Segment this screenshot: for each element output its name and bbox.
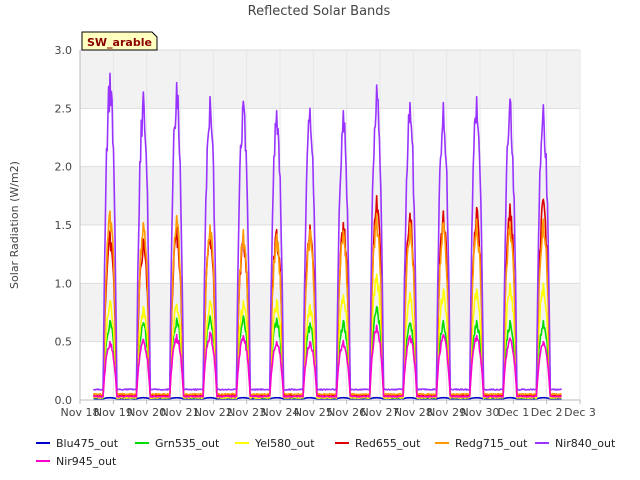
legend-label: Blu475_out bbox=[56, 437, 119, 450]
legend-label: Red655_out bbox=[355, 437, 421, 450]
x-tick-label: Nov 21 bbox=[161, 406, 200, 419]
y-tick-label: 1.5 bbox=[55, 219, 73, 232]
legend: Blu475_out Grn535_out Yel580_out Red655_out… bbox=[36, 437, 616, 468]
x-tick-label: Nov 18 bbox=[61, 406, 100, 419]
x-tick-label: Nov 30 bbox=[461, 406, 500, 419]
plot-band bbox=[80, 108, 580, 167]
plot-band bbox=[80, 283, 580, 342]
legend-label: Redg715_out bbox=[455, 437, 528, 450]
x-tick-label: Nov 25 bbox=[294, 406, 333, 419]
x-tick-label: Dec 1 bbox=[497, 406, 529, 419]
legend-label: Nir945_out bbox=[56, 455, 117, 468]
x-tick-label: Nov 22 bbox=[194, 406, 233, 419]
badge-box bbox=[81, 31, 158, 51]
y-tick-label: 0.0 bbox=[55, 394, 73, 407]
x-tick-label: Dec 2 bbox=[531, 406, 563, 419]
x-tick-label: Nov 24 bbox=[261, 406, 300, 419]
x-tick-label: Nov 26 bbox=[327, 406, 366, 419]
y-tick-label: 3.0 bbox=[55, 44, 73, 57]
plot-band bbox=[80, 166, 580, 225]
x-tick-label: Nov 28 bbox=[394, 406, 433, 419]
y-tick-label: 1.0 bbox=[55, 277, 73, 290]
x-tick-label: Nov 19 bbox=[94, 406, 133, 419]
series-line-nir840-out bbox=[92, 72, 563, 391]
plot-band bbox=[80, 50, 580, 109]
y-axis-label: Solar Radiation (W/m2) bbox=[8, 161, 21, 289]
plot-band bbox=[80, 225, 580, 284]
x-tick-label: Nov 23 bbox=[227, 406, 266, 419]
legend-label: Yel580_out bbox=[254, 437, 315, 450]
x-tick-label: Nov 29 bbox=[427, 406, 466, 419]
badge-label: SW_arable bbox=[87, 36, 152, 49]
x-tick-label: Nov 20 bbox=[127, 406, 166, 419]
y-tick-label: 0.5 bbox=[55, 336, 73, 349]
x-tick-label: Dec 3 bbox=[564, 406, 596, 419]
series-layer bbox=[92, 72, 563, 401]
legend-label: Grn535_out bbox=[155, 437, 220, 450]
x-tick-label: Nov 27 bbox=[361, 406, 400, 419]
badge: SW_arable bbox=[81, 31, 158, 51]
y-tick-label: 2.0 bbox=[55, 161, 73, 174]
legend-label: Nir840_out bbox=[555, 437, 616, 450]
series-line-nir945-out bbox=[92, 324, 563, 398]
plot-area bbox=[80, 50, 580, 400]
y-tick-label: 2.5 bbox=[55, 102, 73, 115]
chart-title: Reflected Solar Bands bbox=[248, 4, 391, 19]
